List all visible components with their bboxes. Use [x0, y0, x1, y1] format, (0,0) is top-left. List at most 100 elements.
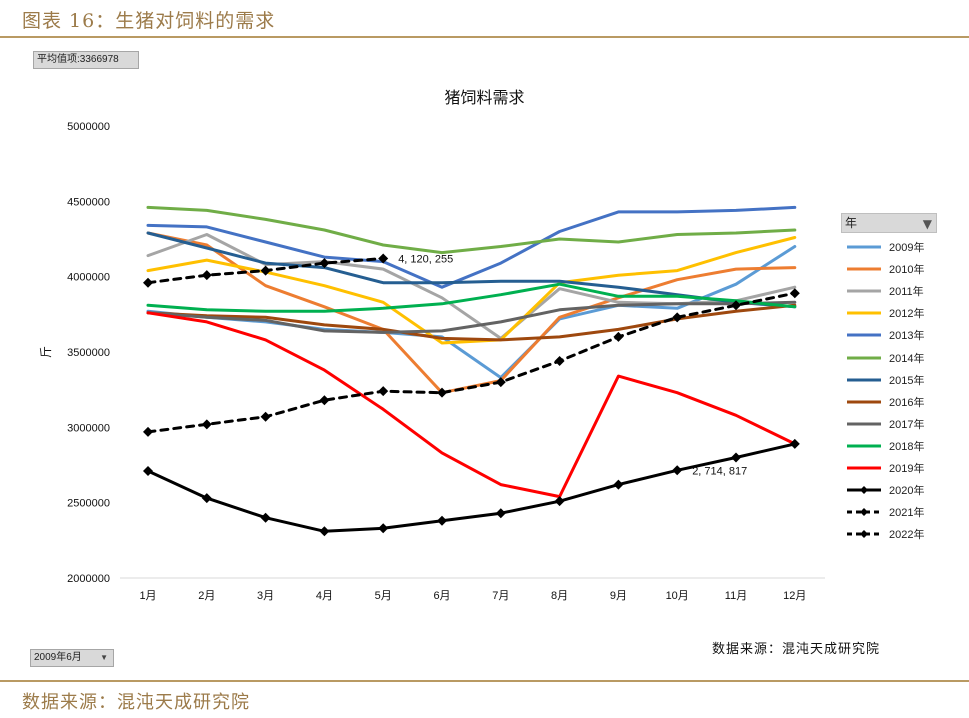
- legend-item[interactable]: 2011年: [845, 280, 924, 302]
- legend-label: 2022年: [889, 529, 925, 542]
- series-line: [146, 311, 797, 499]
- y-tick-label: 3000000: [67, 422, 110, 434]
- legend-swatch: [847, 508, 881, 517]
- series-line: [146, 303, 797, 342]
- data-point-marker: [554, 356, 565, 367]
- y-tick-label: 2000000: [67, 573, 110, 585]
- data-point-marker: [201, 270, 212, 281]
- legend-label: 2011年: [889, 286, 924, 299]
- legend-item[interactable]: 2020年: [845, 479, 924, 501]
- data-point-marker: [143, 277, 153, 288]
- data-point-marker: [378, 523, 389, 534]
- legend-label: 2014年: [889, 352, 925, 365]
- legend-item[interactable]: 2021年: [845, 501, 924, 523]
- y-tick-label: 4500000: [67, 196, 110, 208]
- legend-item[interactable]: 2018年: [845, 435, 924, 457]
- figure-source: 数据来源：混沌天成研究院: [22, 692, 250, 713]
- date-filter-value: 2009年6月: [34, 652, 82, 663]
- data-point-marker: [731, 452, 741, 463]
- legend-item[interactable]: 2022年: [845, 523, 924, 545]
- data-point-marker: [495, 377, 506, 388]
- data-point-marker: [319, 258, 330, 269]
- figure-title: 图表 16：生猪对饲料的需求: [22, 10, 276, 32]
- x-tick-label: 4月: [316, 590, 333, 602]
- x-tick-label: 9月: [610, 590, 627, 602]
- data-label: 2, 714, 817: [692, 465, 747, 477]
- data-point-marker: [319, 526, 330, 537]
- y-tick-label: 3500000: [67, 347, 110, 359]
- legend-item[interactable]: 2017年: [845, 413, 924, 435]
- y-tick-label: 2500000: [67, 498, 110, 510]
- x-tick-label: 10月: [666, 590, 689, 602]
- x-tick-label: 3月: [257, 590, 274, 602]
- legend-item[interactable]: 2015年: [845, 369, 924, 391]
- legend-label: 2015年: [889, 374, 925, 387]
- legend-swatch: [847, 267, 881, 271]
- legend-title: 年: [845, 216, 858, 230]
- y-tick-label: 4000000: [67, 272, 110, 284]
- legend-label: 2017年: [889, 418, 925, 431]
- data-point-marker: [143, 466, 153, 477]
- data-point-marker: [143, 426, 153, 437]
- legend-label: 2009年: [889, 242, 925, 255]
- chart-source-note: 数据来源：混沌天成研究院: [712, 642, 881, 657]
- legend-swatch: [847, 400, 881, 404]
- legend-label: 2012年: [889, 308, 925, 321]
- legend-item[interactable]: 2013年: [845, 324, 924, 346]
- data-point-marker: [201, 419, 212, 430]
- legend-swatch: [847, 245, 881, 249]
- date-filter-dropdown[interactable]: 2009年6月 ▼: [30, 649, 114, 667]
- x-tick-label: 1月: [139, 590, 156, 602]
- series-line: [146, 442, 797, 533]
- series-line: [146, 291, 797, 434]
- x-tick-label: 7月: [492, 590, 509, 602]
- series-line: [146, 205, 797, 289]
- legend-item[interactable]: 2009年: [845, 236, 924, 258]
- legend-label: 2020年: [889, 485, 925, 498]
- footer-divider: [0, 680, 969, 682]
- legend-swatch: [847, 444, 881, 448]
- legend-label: 2010年: [889, 264, 925, 277]
- data-point-marker: [319, 395, 330, 406]
- chart-legend: 2009年 2010年 2011年 2012年 2013年 2014年 2015年 2016年…: [845, 236, 924, 545]
- data-point-marker: [495, 508, 506, 519]
- data-point-marker: [554, 496, 565, 507]
- legend-item[interactable]: 2014年: [845, 346, 924, 368]
- data-point-marker: [260, 411, 271, 422]
- legend-label: 2013年: [889, 330, 925, 343]
- x-tick-label: 8月: [551, 590, 568, 602]
- legend-swatch: [847, 333, 881, 337]
- data-label: 4, 120, 255: [398, 254, 453, 266]
- x-tick-label: 6月: [433, 590, 450, 602]
- series-line: [146, 300, 797, 334]
- legend-label: 2016年: [889, 396, 925, 409]
- data-point-marker: [378, 386, 389, 397]
- header-divider: [0, 36, 969, 38]
- data-point-marker: [789, 438, 800, 449]
- data-point-marker: [437, 387, 447, 398]
- x-tick-label: 2月: [198, 590, 215, 602]
- data-point-marker: [613, 479, 624, 490]
- legend-item[interactable]: 2016年: [845, 391, 924, 413]
- legend-swatch: [847, 486, 881, 495]
- data-point-marker: [437, 515, 447, 526]
- series-line: [146, 205, 797, 255]
- average-value-field-button[interactable]: 平均值项:3366978: [33, 51, 139, 69]
- data-point-marker: [789, 288, 800, 299]
- legend-swatch: [847, 356, 881, 360]
- legend-year-filter[interactable]: 年 ▼: [841, 213, 937, 233]
- legend-label: 2018年: [889, 440, 925, 453]
- data-point-marker: [260, 265, 271, 276]
- legend-swatch: [847, 378, 881, 382]
- series-line: [146, 282, 797, 313]
- legend-item[interactable]: 2012年: [845, 302, 924, 324]
- legend-item[interactable]: 2019年: [845, 457, 924, 479]
- legend-swatch: [847, 466, 881, 470]
- legend-label: 2019年: [889, 462, 925, 475]
- filter-funnel-icon[interactable]: ▼: [922, 217, 932, 231]
- data-point-marker: [260, 512, 271, 523]
- legend-item[interactable]: 2010年: [845, 258, 924, 280]
- chevron-down-icon: ▼: [100, 653, 108, 662]
- legend-swatch: [847, 311, 881, 315]
